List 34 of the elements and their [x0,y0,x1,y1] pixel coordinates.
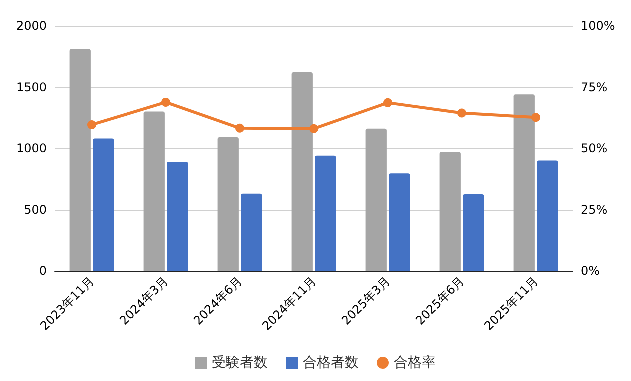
y-tick-label: 0 [39,264,47,278]
bar [315,156,336,271]
point [532,113,540,122]
bar [537,160,558,271]
point [162,98,170,107]
y2-tick-label: 25% [581,202,608,217]
bar [514,94,535,271]
bar [292,72,313,271]
legend-label: 受験者数 [212,355,268,371]
point [384,98,392,108]
bar [70,49,91,271]
point [236,124,244,133]
y-tick-label: 1500 [16,80,47,94]
bar [167,162,188,271]
y2-tick-label: 100% [581,19,616,33]
legend-label: 合格者数 [303,355,359,371]
bar [366,128,387,271]
point [458,108,466,118]
bar [440,152,461,271]
bar [144,112,165,271]
y-tick-label: 1000 [16,142,47,156]
legend-label: 合格率 [394,355,436,371]
bar [389,174,410,271]
y-tick-label: 2000 [16,19,47,33]
bar [218,137,239,271]
y2-tick-label: 0% [581,264,600,278]
y2-tick-label: 50% [581,142,608,156]
y2-tick-label: 75% [581,80,608,94]
point [88,120,96,130]
bar [241,194,262,271]
bar [463,194,484,271]
y-tick-label: 500 [24,202,47,217]
point [310,124,318,134]
bar [93,138,114,271]
